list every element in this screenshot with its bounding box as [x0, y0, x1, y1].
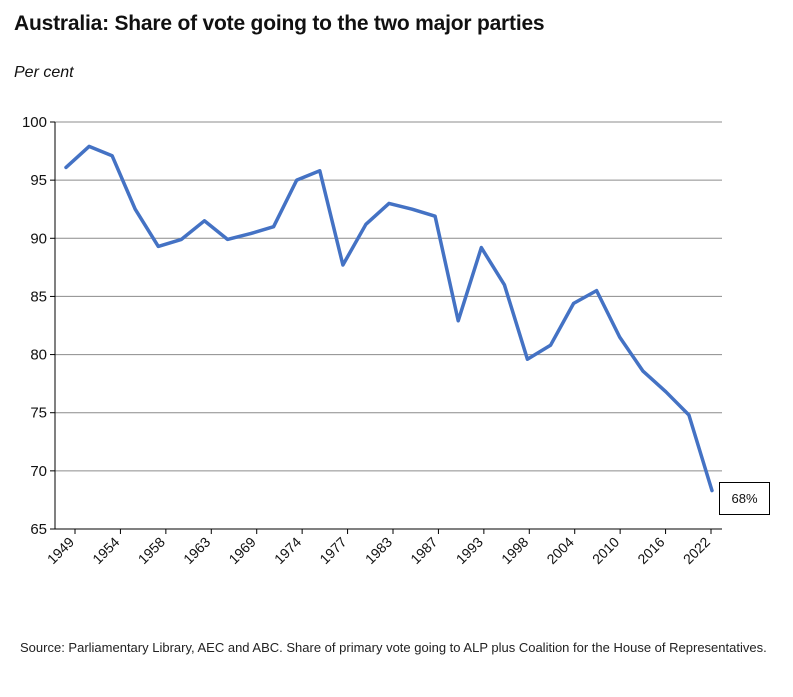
data-point	[134, 208, 137, 211]
data-point	[526, 358, 529, 361]
data-point	[641, 369, 644, 373]
y-tick-label: 100	[22, 114, 47, 131]
data-point	[687, 413, 691, 417]
data-point	[549, 344, 552, 347]
x-tick-label: 1963	[180, 534, 213, 567]
x-tick-label: 1949	[44, 534, 77, 567]
data-point	[295, 178, 298, 182]
series-line	[64, 144, 714, 493]
data-point	[341, 263, 345, 267]
data-point	[226, 238, 229, 241]
y-tick-label: 65	[30, 521, 47, 538]
data-point	[457, 319, 460, 322]
data-point	[433, 215, 437, 218]
x-tick-label: 2016	[634, 534, 667, 567]
data-point	[572, 302, 575, 305]
x-tick-label: 1993	[453, 534, 486, 567]
data-point	[180, 238, 183, 241]
x-tick-label: 2004	[543, 534, 576, 567]
x-tick-label: 1998	[498, 534, 531, 567]
data-point	[364, 223, 368, 226]
data-point	[410, 208, 414, 211]
y-tick-label: 70	[30, 463, 47, 480]
data-point	[318, 169, 321, 172]
x-tick-label: 1974	[271, 534, 304, 567]
data-point	[618, 335, 621, 339]
y-tick-label: 80	[30, 347, 47, 364]
x-tick-label: 1987	[407, 534, 440, 567]
data-point	[387, 202, 391, 205]
data-point	[272, 225, 275, 228]
data-point	[87, 145, 91, 148]
data-point	[249, 232, 252, 235]
chart-title: Australia: Share of vote going to the tw…	[14, 12, 545, 35]
source-note: Source: Parliamentary Library, AEC and A…	[20, 640, 767, 655]
data-point	[157, 245, 160, 248]
y-tick-label: 90	[30, 230, 47, 247]
data-point	[480, 246, 483, 249]
y-axis-label: Per cent	[14, 64, 74, 81]
x-tick-label: 1983	[362, 534, 395, 567]
data-point	[503, 283, 506, 286]
x-tick-label: 1958	[135, 534, 168, 567]
x-tick-label: 2010	[589, 534, 622, 567]
data-point	[64, 166, 68, 169]
end-value-callout: 68%	[719, 482, 770, 515]
data-point	[710, 489, 714, 492]
y-tick-label: 75	[30, 405, 47, 422]
y-tick-label: 95	[30, 172, 47, 189]
y-tick-label: 85	[30, 288, 47, 305]
data-point	[110, 154, 114, 157]
data-point	[203, 219, 206, 222]
x-tick-label: 2022	[680, 534, 713, 567]
x-tick-label: 1969	[225, 534, 258, 567]
x-tick-label: 1954	[89, 534, 122, 567]
data-point	[595, 289, 598, 292]
data-point	[664, 390, 668, 393]
x-tick-label: 1977	[316, 534, 349, 567]
